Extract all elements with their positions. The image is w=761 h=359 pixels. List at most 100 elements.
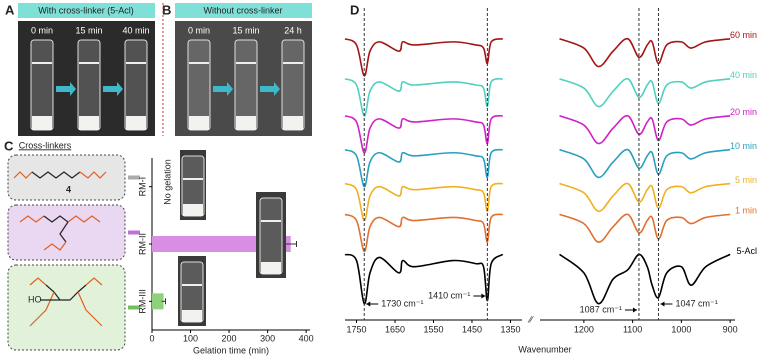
series-label: 40 min — [730, 70, 757, 80]
x-tick-label: 1100 — [623, 324, 642, 334]
annotation: No gelation — [162, 159, 172, 205]
heading: Cross-linkers — [19, 140, 72, 150]
spectrum — [559, 37, 731, 68]
series-label: 60 min — [730, 30, 757, 40]
annotation: 1730 cm⁻¹ — [381, 298, 423, 308]
x-tick-label: 1750 — [347, 324, 367, 334]
x-axis-label: Gelation time (min) — [193, 345, 269, 355]
time-label: 0 min — [31, 25, 53, 35]
hydroxyl: HO — [28, 294, 42, 304]
spectrum — [344, 148, 503, 188]
arrow-head — [366, 301, 371, 307]
time-label: 0 min — [188, 25, 210, 35]
y-tick-label: RM-II — [137, 233, 147, 255]
series-label: 1 min — [735, 206, 757, 216]
vial-meniscus — [32, 62, 52, 64]
vial-meniscus — [283, 62, 303, 64]
y-tick-label: RM-III — [137, 289, 147, 314]
banner — [18, 3, 155, 18]
bond — [85, 277, 103, 286]
vial-gel — [32, 116, 52, 130]
x-tick-label: 1350 — [500, 324, 520, 334]
vial-meniscus — [236, 62, 256, 64]
spectrum — [559, 148, 731, 179]
time-label: 24 h — [284, 25, 302, 35]
connector — [128, 175, 140, 180]
break-mark: ∕∕ — [527, 314, 534, 324]
bond — [31, 171, 81, 179]
spectrum — [559, 182, 731, 213]
bond — [43, 215, 69, 243]
banner-text: Without cross-linker — [203, 5, 282, 15]
vial-gel — [283, 116, 303, 130]
vial-meniscus — [126, 62, 146, 64]
time-label: 40 min — [122, 25, 149, 35]
panel-label: D — [350, 2, 359, 17]
series-label: 20 min — [730, 107, 757, 117]
panel-label: C — [4, 138, 14, 153]
annotation: 1410 cm⁻¹ — [428, 290, 470, 300]
spectrum — [344, 78, 503, 117]
x-tick-label: 100 — [183, 333, 198, 343]
annotation: 1047 cm⁻¹ — [675, 298, 717, 308]
vial-gel — [126, 116, 146, 130]
series-label: 5 min — [735, 175, 757, 185]
series-label: 10 min — [730, 141, 757, 151]
connector — [128, 230, 140, 235]
panel-label: B — [162, 2, 171, 17]
arrow-head — [660, 301, 665, 307]
vial-gel — [79, 116, 99, 130]
banner-text: With cross-linker (5-Acl) — [38, 5, 134, 15]
vial-gel — [182, 310, 202, 322]
spectrum — [344, 213, 503, 253]
connector — [128, 305, 140, 310]
vial-meniscus — [182, 284, 202, 286]
x-tick-label: 900 — [723, 324, 738, 334]
spectrum — [344, 182, 503, 222]
bond — [79, 171, 107, 179]
bond — [43, 241, 67, 251]
time-label: 15 min — [75, 25, 102, 35]
vial-gel — [189, 116, 209, 130]
x-axis-label: Wavenumber — [518, 344, 571, 354]
x-tick-label: 1550 — [423, 324, 443, 334]
series-label: 5-Acl — [736, 246, 757, 256]
spectrum — [559, 114, 731, 145]
x-tick-label: 1450 — [462, 324, 482, 334]
spectrum — [344, 38, 503, 77]
y-tick-label: RM-I — [137, 177, 147, 197]
annotation: 1087 cm⁻¹ — [580, 304, 622, 314]
bar — [152, 293, 164, 310]
time-label: 15 min — [232, 25, 259, 35]
bond — [19, 215, 45, 223]
spectrum — [559, 213, 731, 243]
panel-label: A — [5, 2, 15, 17]
banner — [175, 3, 312, 18]
bond — [77, 291, 103, 327]
vial-meniscus — [189, 62, 209, 64]
x-tick-label: 300 — [260, 333, 275, 343]
bond — [13, 171, 33, 179]
bond — [29, 277, 47, 286]
bond — [67, 215, 101, 223]
spectrum — [559, 78, 731, 108]
arrow — [260, 82, 280, 96]
x-tick-label: 1000 — [671, 324, 691, 334]
arrow — [103, 82, 123, 96]
structure-box — [7, 264, 126, 351]
vial-meniscus — [261, 220, 281, 222]
spectrum — [344, 114, 503, 154]
x-tick-label: 0 — [149, 333, 154, 343]
vial-meniscus — [79, 62, 99, 64]
x-tick-label: 400 — [299, 333, 314, 343]
arrow-head — [632, 307, 637, 313]
vial-gel — [261, 262, 281, 274]
arrow-head — [481, 293, 486, 299]
structure-box — [7, 154, 126, 201]
x-tick-label: 1650 — [385, 324, 405, 334]
structure-box — [7, 204, 126, 261]
arrow — [213, 82, 233, 96]
x-tick-label: 1200 — [574, 324, 594, 334]
arrow — [56, 82, 76, 96]
